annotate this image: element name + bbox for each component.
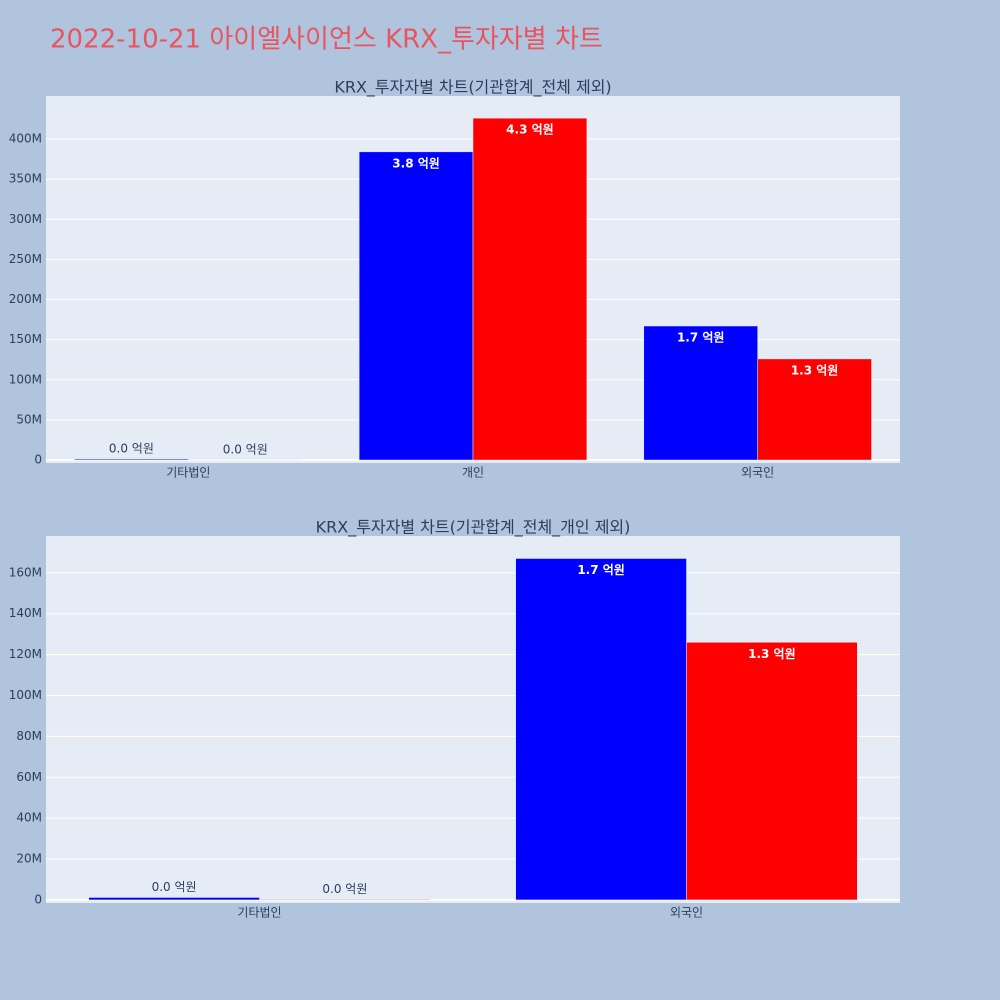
x-tick-label: 외국인 xyxy=(741,466,774,480)
bar xyxy=(259,899,431,901)
y-tick-label: 400M xyxy=(9,132,42,146)
y-tick-label: 0 xyxy=(34,453,42,467)
y-tick-label: 100M xyxy=(9,372,42,386)
bar xyxy=(515,558,687,901)
bar xyxy=(88,897,260,901)
data-label: 0.0 억원 xyxy=(152,880,197,894)
y-tick-label: 140M xyxy=(9,606,42,620)
data-label: 3.8 억원 xyxy=(392,156,440,170)
y-tick-label: 300M xyxy=(9,212,42,226)
data-label: 4.3 억원 xyxy=(506,123,554,137)
y-tick-label: 80M xyxy=(16,729,42,743)
y-tick-label: 0 xyxy=(34,892,42,906)
data-label: 1.3 억원 xyxy=(748,647,796,661)
y-tick-label: 150M xyxy=(9,332,42,346)
y-tick-label: 120M xyxy=(9,647,42,661)
page-title: 2022-10-21 아이엘사이언스 KRX_투자자별 차트 xyxy=(50,25,603,55)
data-label: 0.0 억원 xyxy=(223,442,268,456)
y-tick-label: 250M xyxy=(9,252,42,266)
data-label: 1.3 억원 xyxy=(791,363,839,377)
x-tick-label: 외국인 xyxy=(670,906,703,920)
x-tick-label: 개인 xyxy=(462,466,484,480)
y-tick-label: 200M xyxy=(9,292,42,306)
bar xyxy=(358,151,474,461)
data-label: 1.7 억원 xyxy=(577,563,625,577)
bar xyxy=(757,358,872,461)
y-tick-label: 160M xyxy=(9,565,42,579)
y-tick-label: 100M xyxy=(9,688,42,702)
bar xyxy=(686,642,858,901)
y-tick-label: 20M xyxy=(16,852,42,866)
y-tick-label: 40M xyxy=(16,811,42,825)
bar xyxy=(74,458,189,461)
bar xyxy=(643,325,758,461)
y-tick-label: 60M xyxy=(16,770,42,784)
data-label: 1.7 억원 xyxy=(677,331,725,345)
y-tick-label: 50M xyxy=(16,412,42,426)
y-tick-label: 350M xyxy=(9,172,42,186)
x-tick-label: 기타법인 xyxy=(237,906,281,920)
data-label: 0.0 억원 xyxy=(322,882,367,896)
bar xyxy=(472,117,588,461)
data-label: 0.0 억원 xyxy=(109,442,154,456)
chart-title: KRX_투자자별 차트(기관합계_전체_개인 제외) xyxy=(316,518,631,538)
x-tick-label: 기타법인 xyxy=(166,466,210,480)
chart-title: KRX_투자자별 차트(기관합계_전체 제외) xyxy=(334,78,611,98)
